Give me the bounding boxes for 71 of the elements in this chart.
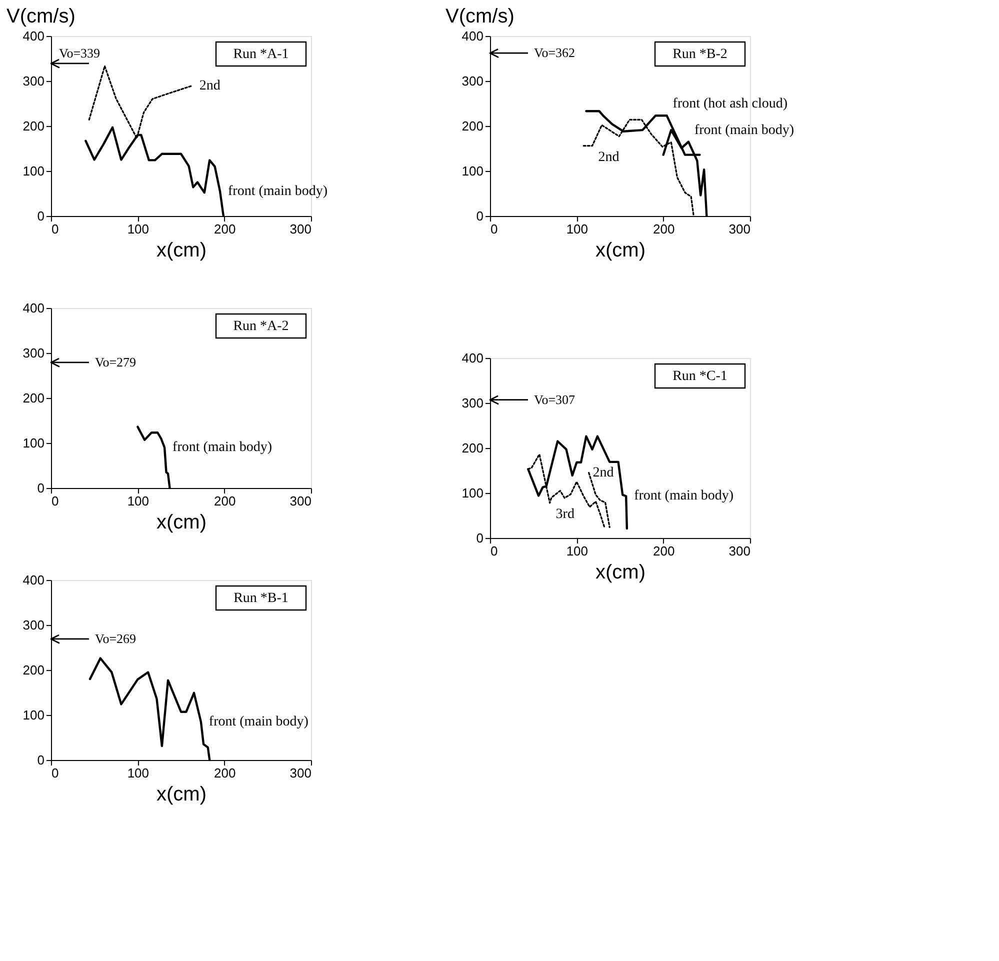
x-tick-label: 200 <box>214 494 236 508</box>
x-tick-label: 300 <box>728 222 750 236</box>
x-tick-label: 200 <box>214 222 236 236</box>
x-tick-label: 200 <box>214 766 236 780</box>
x-tick-label: 100 <box>566 544 588 558</box>
y-tick-label: 400 <box>22 300 44 316</box>
x-tick-label: 300 <box>290 222 312 236</box>
x-tick-label: 100 <box>127 766 150 780</box>
y-axis-title: V(cm/s) <box>446 6 514 28</box>
x-tick-label: 100 <box>127 222 150 236</box>
series-label: 3rd <box>556 506 574 522</box>
y-tick-label: 200 <box>462 118 484 134</box>
x-tick-label: 300 <box>728 544 750 558</box>
x-tick-label: 200 <box>652 544 675 558</box>
series-label: front (main body) <box>694 122 794 138</box>
series-label: 2nd <box>592 465 614 480</box>
y-tick-label: 400 <box>22 28 44 44</box>
annotation: Run *A-2 <box>233 319 289 334</box>
ref-line-label: Vo=279 <box>95 354 136 370</box>
y-tick-label: 100 <box>462 164 484 178</box>
series-label: front (main body) <box>208 714 309 730</box>
y-tick-label: 0 <box>37 752 44 768</box>
y-tick-label: 300 <box>462 74 484 88</box>
y-tick-label: 300 <box>22 346 44 360</box>
x-axis-title: x(cm) <box>156 784 206 806</box>
y-tick-label: 0 <box>37 480 44 496</box>
y-tick-label: 100 <box>22 164 44 178</box>
y-tick-label: 200 <box>22 390 44 406</box>
x-tick-label: 0 <box>490 544 498 558</box>
annotation: Run *C-1 <box>672 369 728 384</box>
x-tick-label: 0 <box>52 222 59 236</box>
annotation: Run *B-1 <box>234 591 288 606</box>
ref-line-label: Vo=307 <box>534 392 576 407</box>
x-axis-title: x(cm) <box>156 512 206 534</box>
series-label: 2nd <box>199 78 220 94</box>
annotation: Run *B-2 <box>672 47 728 62</box>
y-tick-label: 0 <box>476 208 484 224</box>
x-tick-label: 200 <box>652 222 675 236</box>
series-label: front (main body) <box>228 184 328 199</box>
y-tick-label: 100 <box>22 436 44 450</box>
series-label: front (main body) <box>172 440 272 455</box>
x-tick-label: 0 <box>52 494 59 508</box>
x-axis-title: x(cm) <box>596 562 646 584</box>
ref-line-label: Vo=362 <box>534 45 576 60</box>
y-tick-label: 200 <box>22 662 44 678</box>
series-label: front (main body) <box>634 488 734 504</box>
y-tick-label: 300 <box>462 396 484 410</box>
y-tick-label: 400 <box>462 350 484 366</box>
x-tick-label: 300 <box>290 766 312 780</box>
x-axis-title: x(cm) <box>156 240 206 262</box>
ref-line-label: Vo=339 <box>59 45 100 60</box>
x-tick-label: 0 <box>490 222 498 236</box>
x-tick-label: 100 <box>566 222 588 236</box>
y-tick-label: 300 <box>22 74 44 88</box>
ref-line-label: Vo=269 <box>95 630 136 646</box>
y-tick-label: 200 <box>22 118 44 134</box>
y-tick-label: 400 <box>22 572 44 588</box>
x-tick-label: 300 <box>290 494 312 508</box>
x-axis-title: x(cm) <box>596 240 646 262</box>
series-label: 2nd <box>598 150 620 165</box>
annotation: Run *A-1 <box>233 47 289 62</box>
y-tick-label: 400 <box>462 28 484 44</box>
series-label: front (hot ash cloud) <box>672 96 788 112</box>
y-tick-label: 100 <box>22 708 44 722</box>
y-tick-label: 300 <box>22 618 44 632</box>
y-tick-label: 0 <box>37 208 44 224</box>
y-axis-title: V(cm/s) <box>6 6 76 28</box>
y-tick-label: 200 <box>462 440 484 456</box>
x-tick-label: 0 <box>52 766 59 780</box>
y-tick-label: 0 <box>476 530 484 546</box>
x-tick-label: 100 <box>127 494 150 508</box>
